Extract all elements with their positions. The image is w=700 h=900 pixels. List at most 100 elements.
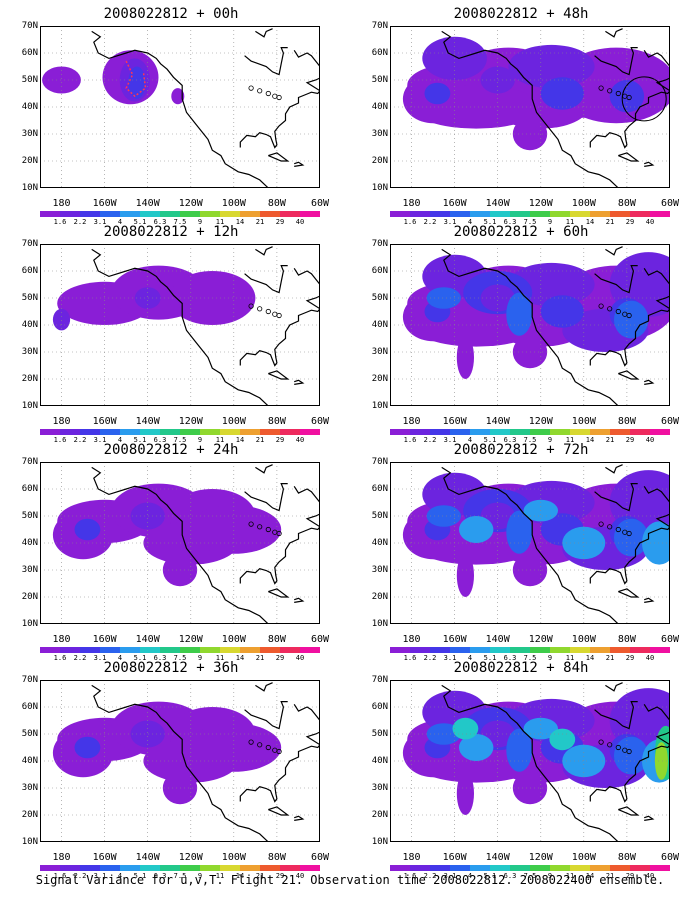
colorbar-label: 11 bbox=[565, 436, 575, 444]
colorbar-label: 3.1 bbox=[443, 654, 457, 662]
panel-title: 2008022812 + 48h bbox=[453, 6, 589, 22]
map-frame bbox=[40, 680, 320, 842]
colorbar-swatch bbox=[260, 211, 280, 217]
coastline bbox=[255, 28, 273, 38]
colorbar-label: 29 bbox=[625, 654, 635, 662]
lake-outline bbox=[265, 744, 271, 751]
lat-label: 30N bbox=[21, 565, 38, 575]
colorbar-label: 9 bbox=[197, 654, 203, 662]
variance-contour bbox=[459, 734, 494, 761]
lat-label: 20N bbox=[371, 810, 388, 820]
lon-label: 80W bbox=[267, 416, 286, 427]
colorbar-label: 6.3 bbox=[153, 218, 167, 226]
colorbar-swatch bbox=[140, 865, 160, 871]
colorbar-swatch bbox=[510, 865, 530, 871]
colorbar-label: 3.1 bbox=[93, 218, 107, 226]
coastline bbox=[594, 701, 638, 730]
colorbar-swatch bbox=[530, 429, 550, 435]
colorbar-swatch bbox=[650, 429, 670, 435]
colorbar-swatch bbox=[550, 647, 570, 653]
coastline bbox=[618, 152, 640, 162]
colorbar-swatch bbox=[570, 429, 590, 435]
colorbar-label: 40 bbox=[295, 436, 305, 444]
lat-label: 10N bbox=[371, 619, 388, 629]
colorbar-swatch bbox=[490, 865, 510, 871]
colorbar-swatch bbox=[60, 211, 80, 217]
colorbar-label: 2.2 bbox=[423, 436, 437, 444]
coastline bbox=[91, 466, 269, 624]
colorbar-label: 40 bbox=[645, 218, 655, 226]
colorbar-label: 4 bbox=[117, 654, 123, 662]
coastline bbox=[441, 30, 619, 188]
lat-label: 40N bbox=[21, 538, 38, 548]
colorbar-swatch bbox=[470, 865, 490, 871]
variance-contour bbox=[480, 284, 515, 312]
lon-label: 80W bbox=[617, 852, 636, 863]
coastline bbox=[294, 161, 305, 167]
lon-label: 100W bbox=[571, 852, 596, 863]
lat-label: 50N bbox=[371, 729, 388, 739]
colorbar-label: 6.3 bbox=[503, 436, 517, 444]
map-panel: 2008022812 + 36h 70N 60N 50N 40N 30N 20N 10N 180… bbox=[6, 660, 336, 880]
variance-contour bbox=[426, 287, 461, 309]
colorbar-label: 1.6 bbox=[53, 654, 67, 662]
colorbar-swatch bbox=[220, 647, 240, 653]
colorbar-swatch bbox=[200, 647, 220, 653]
colorbar-label: 14 bbox=[235, 218, 245, 226]
lake-outline bbox=[626, 94, 632, 101]
colorbar-swatch bbox=[220, 211, 240, 217]
colorbar-swatch bbox=[550, 429, 570, 435]
colorbar-swatch bbox=[610, 647, 630, 653]
lat-label: 40N bbox=[371, 538, 388, 548]
colorbar-swatch bbox=[280, 647, 300, 653]
colorbar-swatch bbox=[390, 865, 410, 871]
lon-label: 120W bbox=[528, 634, 553, 645]
colorbar-swatch bbox=[590, 865, 610, 871]
lake-outline bbox=[615, 90, 621, 97]
colorbar bbox=[390, 647, 670, 653]
coastline bbox=[244, 701, 288, 730]
lon-label: 140W bbox=[135, 416, 160, 427]
panel-title: 2008022812 + 00h bbox=[103, 6, 239, 22]
colorbar-label: 1.6 bbox=[53, 872, 67, 880]
colorbar-swatch bbox=[610, 865, 630, 871]
lake-outline bbox=[248, 521, 254, 527]
lake-outline bbox=[257, 306, 263, 312]
lat-label: 10N bbox=[371, 183, 388, 193]
colorbar-swatch bbox=[410, 211, 430, 217]
colorbar-label: 5.1 bbox=[133, 872, 147, 880]
lon-label: 100W bbox=[571, 198, 596, 209]
colorbar-swatch bbox=[100, 865, 120, 871]
colorbar-swatch bbox=[260, 865, 280, 871]
lon-label: 100W bbox=[221, 198, 246, 209]
colorbar-swatch bbox=[550, 211, 570, 217]
colorbar-label: 4 bbox=[467, 436, 473, 444]
map-plot bbox=[40, 244, 320, 406]
map-panel: 2008022812 + 24h 70N 60N 50N 40N 30N 20N 10N 180… bbox=[6, 442, 336, 662]
colorbar-label: 4 bbox=[117, 218, 123, 226]
lat-label: 20N bbox=[21, 810, 38, 820]
colorbar-swatch bbox=[530, 647, 550, 653]
coastline bbox=[644, 815, 655, 821]
lon-label: 100W bbox=[571, 416, 596, 427]
lat-label: 60N bbox=[21, 266, 38, 276]
colorbar-label: 9 bbox=[197, 436, 203, 444]
colorbar-swatch bbox=[390, 647, 410, 653]
colorbar-label: 11 bbox=[215, 218, 225, 226]
colorbar-swatch bbox=[490, 429, 510, 435]
lat-label: 70N bbox=[371, 239, 388, 249]
colorbar bbox=[40, 211, 320, 217]
lat-label: 50N bbox=[21, 729, 38, 739]
coastline bbox=[594, 483, 638, 512]
colorbar-label: 14 bbox=[585, 872, 595, 880]
colorbar-label: 21 bbox=[605, 436, 615, 444]
colorbar-swatch bbox=[390, 429, 410, 435]
colorbar-swatch bbox=[200, 865, 220, 871]
lon-label: 60W bbox=[660, 634, 680, 645]
lake-outline bbox=[248, 85, 254, 91]
lon-label: 140W bbox=[485, 634, 510, 645]
colorbar-label: 5.1 bbox=[133, 654, 147, 662]
lat-label: 40N bbox=[371, 320, 388, 330]
lon-label: 160W bbox=[92, 416, 117, 427]
colorbar-label: 5.1 bbox=[483, 218, 497, 226]
